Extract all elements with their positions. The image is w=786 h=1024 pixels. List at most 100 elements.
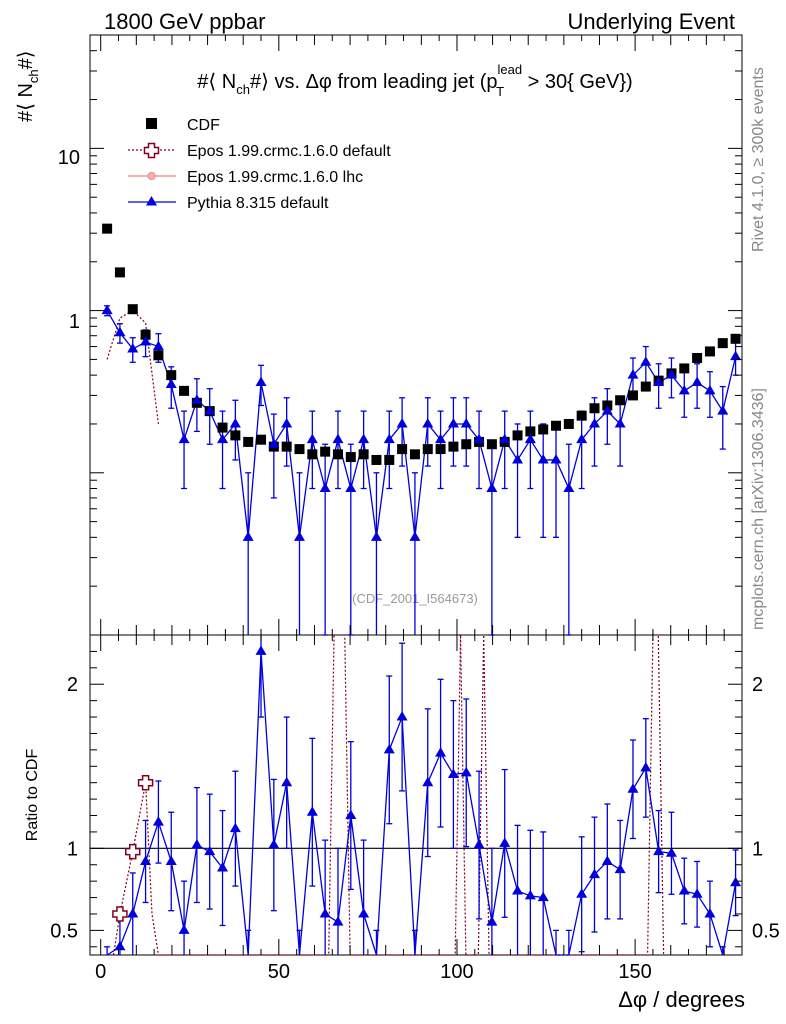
pythia-point [229,417,241,428]
pythia-point [691,376,703,387]
pythia-point [370,531,382,541]
x-axis-label: Δφ / degrees [618,987,745,1012]
pythia-point [460,417,472,428]
cdf-point [563,418,574,429]
legend-label-epos-lhc: Epos 1.99.crmc.1.6.0 lhc [187,169,363,186]
pythia-point [576,433,588,444]
legend-marker-epos-lhc [147,172,156,180]
pythia-point [640,356,652,366]
epos-default-ratio-point [125,843,141,860]
pythia-ratio-point [653,845,665,856]
cdf-point [461,439,472,450]
pythia-point [268,438,280,448]
cdf-point [576,410,587,421]
pythia-ratio-point [229,822,241,833]
pythia-ratio-point [576,888,588,898]
cdf-point [320,446,331,457]
cdf-point [127,304,138,315]
epos-default-ratio-point [137,774,154,791]
cdf-point [345,452,356,463]
cdf-point [486,439,497,450]
pythia-point [178,433,190,444]
cdf-point [512,430,523,441]
legend: CDF Epos 1.99.crmc.1.6.0 default Epos 1.… [128,117,391,212]
cdf-point [397,444,408,455]
cdf-point [256,434,267,445]
pythia-line [106,310,737,538]
cdf-point [114,267,125,278]
cdf-point [358,449,369,460]
cdf-point [704,346,715,357]
pythia-point [281,417,293,428]
cdf-point [102,223,113,234]
pythia-ratio-point [165,855,177,865]
top-y-axis-label: #⟨ Nch#⟩ [15,50,41,122]
pythia-ratio-point [217,862,229,872]
pythia-ratio-point [319,907,331,918]
pythia-ratio-point [332,916,344,926]
pythia-ratio-point [178,924,190,934]
pythia-point [242,531,254,541]
pythia-point [512,453,524,464]
pythia-point [191,394,203,404]
pythia-point [627,369,639,379]
cdf-point [140,329,151,340]
cdf-point [243,436,254,447]
pythia-ratio-point [614,863,626,874]
ratio-plot [90,634,742,956]
pythia-ratio-point [358,907,370,918]
cdf-point [307,449,318,460]
pythia-point [717,405,729,415]
pythia-ratio-point [114,940,126,951]
pythia-ratio-point [524,889,536,900]
pythia-ratio-point [422,776,434,787]
ratio-y-tick-label: 1 [67,838,78,860]
pythia-point [332,433,344,444]
pythia-point [306,433,318,444]
ratio-y-tick-label-right: 0.5 [752,920,780,942]
pythia-point [486,482,498,493]
pythia-point [127,342,139,353]
pythia-point [704,384,716,395]
pythia-ratio-point [268,839,280,849]
ratio-y-tick-label: 0.5 [50,920,78,942]
pythia-point [255,376,267,387]
legend-label-pythia: Pythia 8.315 default [187,195,329,212]
cdf-point [551,420,562,431]
cdf-point [281,441,292,452]
pythia-ratio-point [512,885,524,895]
pythia-point [678,384,690,395]
pythia-point [152,340,164,351]
legend-marker-cdf [146,118,157,129]
pythia-ratio-point [627,783,639,793]
x-tick-label: 50 [268,961,290,983]
pythia-ratio-point [460,766,472,777]
cdf-point [384,454,395,465]
cdf-point [717,338,728,349]
cdf-point [730,333,741,344]
legend-label-epos-default: Epos 1.99.crmc.1.6.0 default [187,143,391,160]
legend-label-cdf: CDF [187,117,220,134]
cdf-point [422,444,433,455]
pythia-point [601,405,613,415]
pythia-ratio-point [396,711,408,721]
pythia-point [537,453,549,464]
pythia-ratio-point [127,907,139,918]
pythia-point [614,417,626,428]
mcplots-label: mcplots.cern.ch [arXiv:1306.3436] [750,388,767,630]
pythia-ratio-point [204,845,216,856]
pythia-point [217,433,229,444]
ratio-y-tick-label-right: 1 [752,838,763,860]
pythia-point [653,376,665,387]
pythia-ratio-point [601,855,613,865]
cdf-point [448,441,459,452]
pythia-point [447,417,459,428]
epos-default-ratio-point [112,906,128,922]
pythia-point [293,531,305,541]
ratio-y-tick-label-right: 2 [752,674,763,696]
pythia-point [319,482,331,493]
pythia-ratio-point [255,645,267,655]
x-tick-label: 100 [440,961,473,983]
legend-marker-pythia [146,196,157,206]
